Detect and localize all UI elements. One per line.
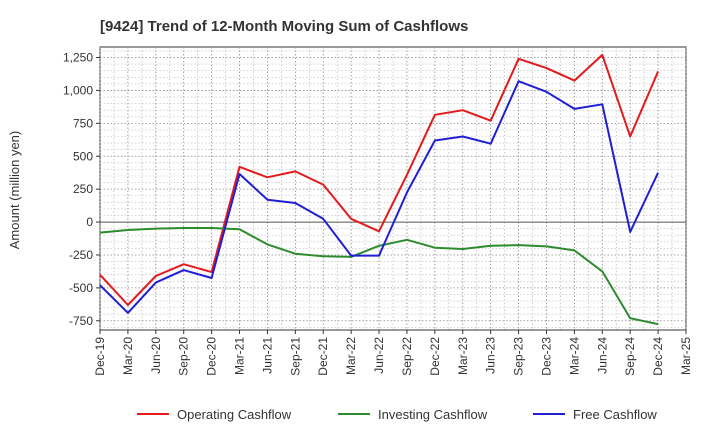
x-tick-label: Mar-21 [233,337,247,375]
series-line-operating-cashflow [99,53,660,306]
legend-label-operating-cashflow: Operating Cashflow [177,407,292,422]
x-tick-label: Sep-24 [623,337,637,376]
x-tick-label: Sep-21 [288,337,302,376]
x-tick-label: Dec-22 [428,337,442,376]
legend: Operating Cashflow Investing Cashflow Free… [137,407,657,422]
plot-area: -750 -500 -250 0 250 500 750 1,000 1,250 Dec-19 Ma… [63,46,693,376]
x-tick-label: Jun-20 [149,337,163,374]
y-tick-label: 1,250 [63,51,93,65]
x-tick-label: Sep-20 [177,337,191,376]
x-tick-label: Dec-21 [316,337,330,376]
y-tick-label: -250 [69,248,93,262]
x-tick-label: Mar-22 [344,337,358,375]
x-tick-label: Mar-25 [679,337,693,375]
x-tick-label: Jun-22 [372,337,386,374]
x-tick-label: Dec-24 [651,337,665,376]
x-tick-label: Sep-23 [512,337,526,376]
x-tick-label: Jun-21 [260,337,274,374]
x-tick-label: Dec-19 [93,337,107,376]
x-tick-label: Jun-24 [595,337,609,374]
legend-label-investing-cashflow: Investing Cashflow [378,407,488,422]
x-tick-label: Dec-23 [539,337,553,376]
series-line-investing-cashflow [99,227,659,326]
x-tick-label: Sep-22 [400,337,414,376]
x-tick-label: Mar-23 [456,337,470,375]
series-line-free-cashflow [99,80,660,314]
y-tick-label: 1,000 [63,83,93,97]
legend-label-free-cashflow: Free Cashflow [573,407,657,422]
x-tick-label: Mar-24 [567,337,581,375]
x-tick-label: Jun-23 [484,337,498,374]
y-tick-label: -750 [69,314,93,328]
y-tick-label: -500 [69,281,93,295]
x-tick-label: Mar-20 [121,337,135,375]
y-tick-label: 0 [86,215,93,229]
y-tick-label: 750 [73,116,93,130]
chart-title: [9424] Trend of 12-Month Moving Sum of C… [100,18,468,35]
y-axis-label: Amount (million yen) [7,131,22,250]
y-tick-label: 250 [73,182,93,196]
y-tick-label: 500 [73,149,93,163]
x-tick-label: Dec-20 [205,337,219,376]
